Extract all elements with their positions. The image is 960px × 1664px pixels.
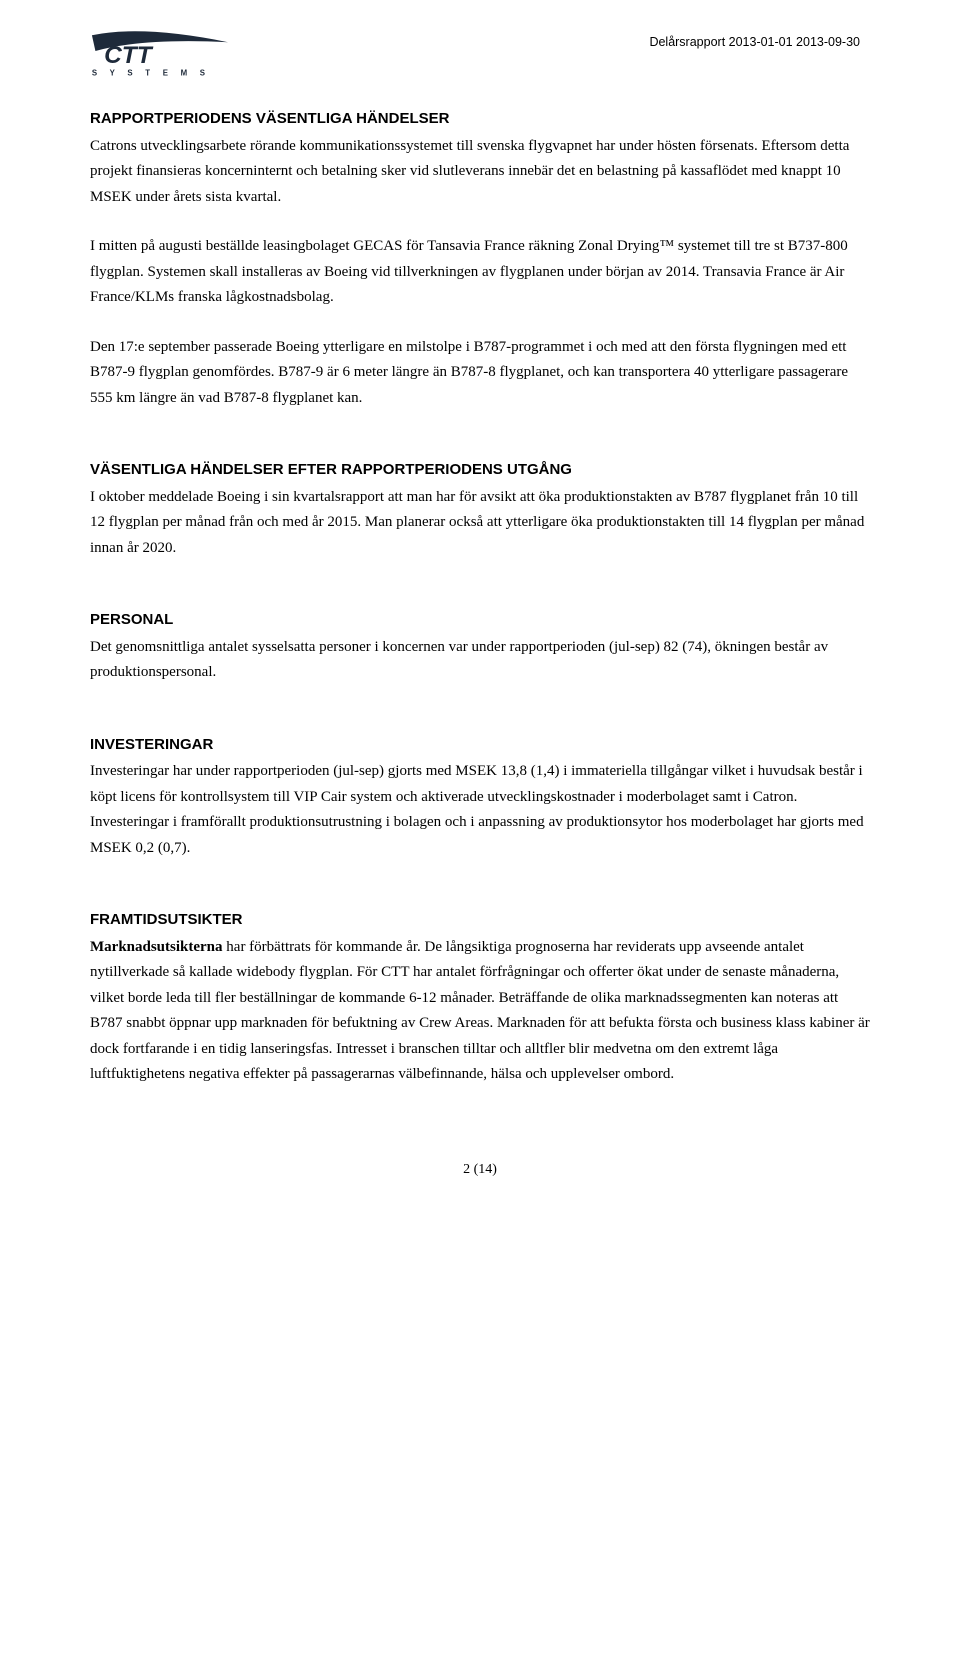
svg-text:CTT: CTT [104, 42, 154, 69]
section-title-outlook: FRAMTIDSUTSIKTER [90, 907, 870, 933]
body-paragraph: I mitten på augusti beställde leasingbol… [90, 234, 870, 311]
body-paragraph: Den 17:e september passerade Boeing ytte… [90, 335, 870, 412]
section-title-personnel: PERSONAL [90, 607, 870, 633]
section-title-investments: INVESTERINGAR [90, 732, 870, 758]
body-paragraph: Marknadsutsikterna har förbättrats för k… [90, 935, 870, 1088]
paragraph-remainder: har förbättrats för kommande år. De lång… [90, 939, 870, 1083]
body-paragraph: Investeringar har under rapportperioden … [90, 759, 870, 861]
body-paragraph: I oktober meddelade Boeing i sin kvartal… [90, 485, 870, 562]
ctt-logo: CTT S Y S T E M S [90, 30, 230, 78]
body-paragraph: Catrons utvecklingsarbete rörande kommun… [90, 134, 870, 211]
section-title-post-period: VÄSENTLIGA HÄNDELSER EFTER RAPPORTPERIOD… [90, 457, 870, 483]
page-number: 2 (14) [90, 1158, 870, 1182]
report-period-header: Delårsrapport 2013-01-01 2013-09-30 [649, 32, 860, 53]
section-title-events: RAPPORTPERIODENS VÄSENTLIGA HÄNDELSER [90, 106, 870, 132]
page-header: CTT S Y S T E M S Delårsrapport 2013-01-… [90, 30, 870, 78]
bold-lead: Marknadsutsikterna [90, 939, 223, 955]
body-paragraph: Det genomsnittliga antalet sysselsatta p… [90, 635, 870, 686]
svg-text:S Y S T E M S: S Y S T E M S [92, 68, 210, 77]
